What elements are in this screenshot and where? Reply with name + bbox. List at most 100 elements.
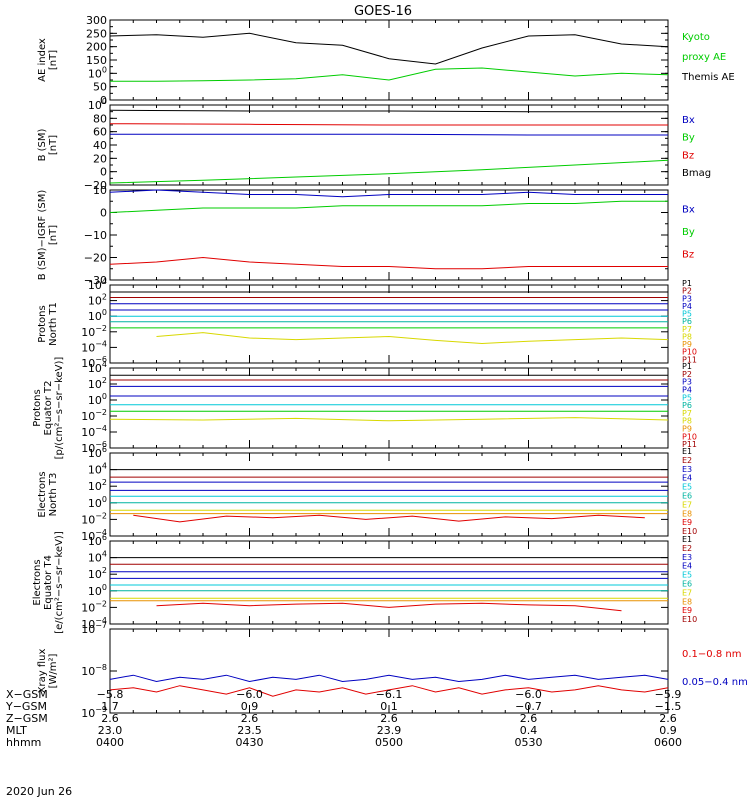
plot-title: GOES-16: [354, 4, 412, 19]
x-info-row-label: MLT: [6, 724, 27, 737]
legend-entry: E6: [682, 580, 692, 589]
x-info-value: 23.9: [377, 724, 402, 737]
series-line-1: [110, 67, 669, 82]
legend-entry: E4: [682, 562, 692, 571]
y-tick-label: 10−4: [81, 616, 107, 631]
y-tick-label: 104: [88, 360, 107, 375]
x-info-value: 2.6: [659, 712, 677, 725]
panel-frame: [109, 452, 669, 537]
y-tick-label: 100: [88, 392, 107, 407]
legend-entry: E3: [682, 465, 692, 474]
legend-entry: P8: [682, 417, 692, 426]
series-line-0: [109, 109, 668, 113]
y-tick-label: 10−2: [81, 408, 107, 423]
y-tick-label: 10−7: [81, 621, 107, 636]
y-tick-label: 10−4: [81, 424, 107, 439]
y-axis-label: [W/m²]: [48, 653, 59, 688]
x-info-value: 0.9: [659, 724, 677, 737]
y-tick-label: 104: [88, 277, 107, 292]
y-axis-label: [nT]: [48, 225, 59, 245]
y-tick-label: 10−4: [81, 339, 107, 354]
y-tick-label: 102: [88, 478, 107, 493]
legend-entry: E8: [682, 509, 692, 518]
legend: 0.1−0.8 nm 0.05−0.4 nm: [682, 649, 748, 688]
series-line-6: [109, 417, 669, 422]
series-group: [110, 557, 668, 612]
y-tick-label: 104: [88, 550, 107, 565]
legend-entry: E5: [682, 571, 692, 580]
x-info-row-label: Z−GSM: [6, 712, 48, 725]
legend-entry: E7: [682, 588, 692, 597]
y-axis-label: AE index: [37, 38, 48, 82]
x-info-value: −5.8: [97, 688, 124, 701]
x-info-value: 0430: [236, 736, 264, 749]
legend-entry: P3: [682, 294, 692, 303]
series-line-0: [109, 32, 669, 65]
y-axis-label: North T3: [48, 473, 59, 517]
y-tick-label: 50: [93, 81, 107, 94]
y-axis-label: Xray flux: [37, 649, 48, 694]
legend-entry: Bx: [682, 115, 695, 126]
y-tick-label: 250: [86, 27, 107, 40]
y-tick-label: 10−9: [81, 705, 107, 720]
legend-entry: P8: [682, 332, 692, 341]
x-info-value: 2.6: [241, 712, 259, 725]
y-tick-label: −30: [84, 274, 107, 287]
series-line-8: [156, 602, 622, 612]
x-info-row-label: X−GSM: [6, 688, 48, 701]
legend-entry: P4: [682, 302, 692, 311]
legend-entry: P1: [682, 362, 692, 371]
panel-frame: [109, 284, 669, 364]
series-line-0: [109, 674, 669, 683]
legend-entry: P6: [682, 317, 692, 326]
legend-entry: E6: [682, 492, 692, 501]
y-tick-label: 0: [100, 94, 107, 107]
y-tick-label: 10−2: [81, 511, 107, 526]
legend-entry: Bz: [682, 150, 694, 161]
y-tick-label: 0: [100, 166, 107, 179]
y-axis-label: Equator T2: [43, 381, 54, 436]
x-info-value: −6.0: [236, 688, 263, 701]
series-group: [109, 32, 669, 82]
y-axis-label: [nT]: [48, 135, 59, 155]
series-group: [109, 109, 669, 184]
y-tick-label: −20: [84, 252, 107, 265]
legend-entry: P7: [682, 409, 692, 418]
series-line-8: [133, 514, 645, 523]
series-line-2: [109, 256, 668, 270]
x-info-value: −6.0: [515, 688, 542, 701]
y-tick-label: 106: [88, 533, 107, 548]
legend-entry: P6: [682, 401, 692, 410]
x-info-value: 0.1: [380, 700, 398, 713]
legend-entry: P11: [682, 440, 697, 449]
y-tick-label: 300: [86, 14, 107, 27]
legend-entry: E7: [682, 500, 692, 509]
legend-entry: P11: [682, 355, 697, 364]
y-tick-label: 0: [100, 207, 107, 220]
legend-entry: P10: [682, 432, 697, 441]
y-tick-label: 10−8: [81, 663, 107, 678]
y-axis-label: Electrons: [37, 471, 48, 517]
panel-frame: [109, 104, 669, 186]
y-tick-label: 10−4: [81, 528, 107, 543]
legend-entry: E5: [682, 483, 692, 492]
legend-entry: P9: [682, 340, 692, 349]
x-info-value: −6.1: [376, 688, 403, 701]
x-info-value: 0600: [654, 736, 682, 749]
legend-entry: Kyoto: [682, 32, 710, 43]
date-label: 2020 Jun 26: [6, 785, 72, 798]
series-line-1: [109, 123, 668, 126]
series-group: [109, 674, 669, 697]
legend-entry: P10: [682, 348, 697, 357]
y-axis-label: Protons: [37, 305, 48, 342]
series-group: [109, 189, 668, 270]
y-tick-label: 10−6: [81, 355, 107, 370]
